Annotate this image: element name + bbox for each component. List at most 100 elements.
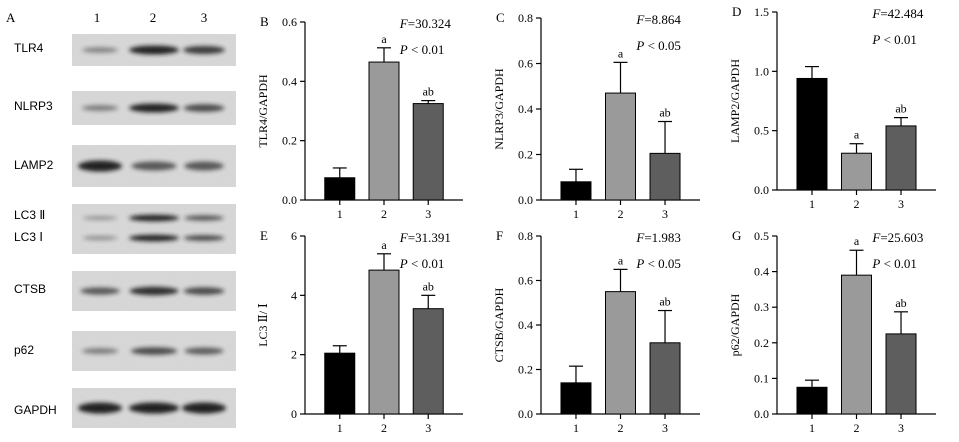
significance-label: a <box>381 32 387 46</box>
y-axis-label: LC3 Ⅱ/ Ⅰ <box>256 303 270 347</box>
significance-label: ab <box>423 279 434 293</box>
bar-group-3 <box>649 342 681 415</box>
p-value: P < 0.05 <box>635 256 681 271</box>
y-tick-label: 1.0 <box>754 64 769 78</box>
bar-group-2 <box>605 291 636 415</box>
y-tick-label: 0.8 <box>518 229 533 243</box>
x-tick-label: 2 <box>381 421 387 435</box>
x-tick-label: 3 <box>898 421 904 435</box>
x-tick-label: 3 <box>425 207 431 221</box>
chart-panel-g: G 0.0 0.1 0.2 0.3 0.4 0.5 p62/GAPDH 1 a 2 ab 3 F=25.6… <box>728 228 936 435</box>
chart-panel-d: D 0.0 0.5 1.0 1.5 LAMP2/GAPDH 1 a 2 ab 3 F=42.484 P … <box>728 4 936 211</box>
significance-label: ab <box>895 102 906 116</box>
x-tick-label: 1 <box>573 207 579 221</box>
blot-strip-6 <box>72 331 236 371</box>
bar-group-2 <box>368 269 400 415</box>
y-axis-label: p62/GAPDH <box>728 293 742 356</box>
blot-strip-7 <box>72 388 236 428</box>
p-value: P < 0.01 <box>871 256 917 271</box>
y-tick-label: 0.3 <box>754 300 769 314</box>
p-value: P < 0.01 <box>399 42 445 57</box>
bar-group-3 <box>885 125 917 191</box>
significance-label: ab <box>423 85 434 99</box>
f-statistic: F=31.391 <box>399 230 451 245</box>
blot-band <box>183 235 225 241</box>
blot-strip-2 <box>72 91 236 125</box>
chart-panel-e: E 0 2 4 6 LC3 Ⅱ/ Ⅰ 1 a 2 ab 3 F=31.391 P < 0.01 <box>256 228 463 435</box>
y-tick-label: 0.1 <box>754 371 769 385</box>
blot-texture <box>72 204 236 254</box>
f-statistic: F=8.864 <box>635 12 681 27</box>
y-tick-label: 0.6 <box>282 15 297 29</box>
lane-label-3: 3 <box>201 10 208 25</box>
y-tick-label: 0.5 <box>754 229 769 243</box>
blot-band <box>182 402 226 414</box>
panel-letter: D <box>732 4 741 19</box>
blot-strip-3 <box>72 145 236 187</box>
blot-band <box>131 161 177 171</box>
blot-label-ctsb: CTSB <box>14 282 46 296</box>
y-tick-label: 0.2 <box>518 363 533 377</box>
bar-group-1 <box>796 77 828 191</box>
bar-group-2 <box>368 61 400 201</box>
panel-letter: F <box>496 228 503 243</box>
blot-strip-5 <box>72 271 236 311</box>
panel-letter-a: A <box>6 10 16 25</box>
bar-group-1 <box>324 177 356 201</box>
blot-band <box>81 348 119 354</box>
chart-panel-c: C 0.0 0.2 0.4 0.6 0.8 NLRP3/GAPDH 1 a 2 ab 3 F=8.864… <box>492 10 700 221</box>
x-tick-label: 3 <box>898 197 904 211</box>
y-axis-label: NLRP3/GAPDH <box>492 68 506 150</box>
f-statistic: F=42.484 <box>871 6 924 21</box>
y-tick-label: 0.0 <box>518 407 533 421</box>
blot-band <box>78 160 122 172</box>
x-tick-label: 3 <box>662 421 668 435</box>
significance-label: a <box>618 253 624 267</box>
blot-label-p62: p62 <box>14 343 34 357</box>
f-statistic: F=30.324 <box>399 16 452 31</box>
chart-panel-b: B 0.0 0.2 0.4 0.6 TLR4/GAPDH 1 a 2 ab 3 F=30.324 P <… <box>256 14 463 221</box>
y-axis-label: TLR4/GAPDH <box>256 74 270 148</box>
y-axis-label: LAMP2/GAPDH <box>728 59 742 143</box>
bar-group-2 <box>605 92 636 201</box>
significance-label: a <box>381 238 387 252</box>
y-tick-label: 4 <box>291 288 297 302</box>
x-tick-label: 2 <box>854 421 860 435</box>
y-tick-label: 0.0 <box>282 193 297 207</box>
blot-label-nlrp3: NLRP3 <box>14 99 53 113</box>
blot-band <box>129 286 179 296</box>
bar-group-1 <box>324 352 356 415</box>
x-tick-label: 2 <box>381 207 387 221</box>
bar-group-2 <box>841 152 872 191</box>
significance-label: a <box>618 46 624 60</box>
f-statistic: F=25.603 <box>871 230 923 245</box>
x-tick-label: 1 <box>337 207 343 221</box>
bar-group-3 <box>412 103 444 201</box>
bar-group-1 <box>560 181 592 201</box>
y-tick-label: 0.0 <box>754 183 769 197</box>
p-value: P < 0.01 <box>871 32 917 47</box>
lane-label-2: 2 <box>150 10 157 25</box>
y-tick-label: 1.5 <box>754 5 769 19</box>
blot-label-lc3-ii: LC3 Ⅱ <box>14 208 45 222</box>
blot-label-gapdh: GAPDH <box>14 403 57 417</box>
y-tick-label: 0.6 <box>518 57 533 71</box>
y-tick-label: 0.4 <box>518 318 533 332</box>
bar-group-1 <box>560 382 592 415</box>
bar-group-3 <box>649 152 681 201</box>
bar-group-3 <box>412 308 444 415</box>
x-tick-label: 2 <box>618 421 624 435</box>
blot-strips <box>72 34 236 428</box>
blot-band <box>82 215 118 221</box>
y-tick-label: 0.0 <box>754 407 769 421</box>
panel-letter: G <box>732 228 741 243</box>
y-tick-label: 0.2 <box>282 134 297 148</box>
blot-strip-4 <box>72 204 236 254</box>
panel-letter: E <box>260 228 268 243</box>
western-blot-panel: A 1 2 3 TLR4 NLRP3 LAMP2 LC3 Ⅱ LC3 Ⅰ CTS… <box>6 10 236 428</box>
bar-group-1 <box>796 386 828 415</box>
y-tick-label: 0.8 <box>518 11 533 25</box>
blot-band <box>129 103 179 113</box>
x-tick-label: 1 <box>573 421 579 435</box>
